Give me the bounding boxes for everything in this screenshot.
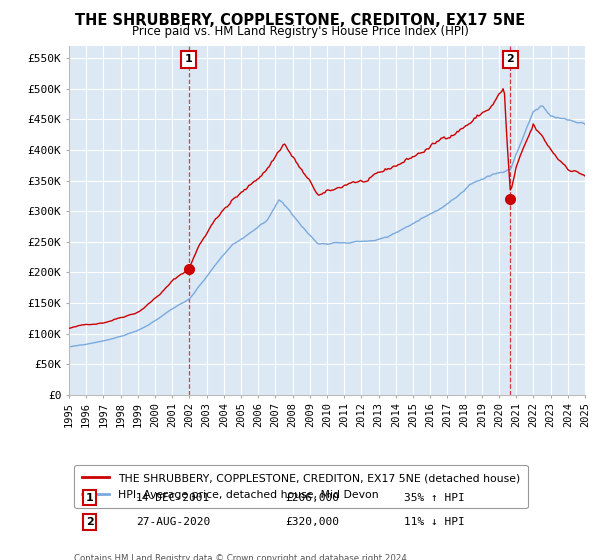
Text: Price paid vs. HM Land Registry's House Price Index (HPI): Price paid vs. HM Land Registry's House … [131, 25, 469, 38]
Text: THE SHRUBBERY, COPPLESTONE, CREDITON, EX17 5NE: THE SHRUBBERY, COPPLESTONE, CREDITON, EX… [75, 13, 525, 28]
Text: 27-AUG-2020: 27-AUG-2020 [136, 517, 211, 527]
Text: £206,000: £206,000 [286, 493, 340, 503]
Text: 2: 2 [506, 54, 514, 64]
Text: 35% ↑ HPI: 35% ↑ HPI [404, 493, 465, 503]
Text: 14-DEC-2001: 14-DEC-2001 [136, 493, 211, 503]
Legend: THE SHRUBBERY, COPPLESTONE, CREDITON, EX17 5NE (detached house), HPI: Average pr: THE SHRUBBERY, COPPLESTONE, CREDITON, EX… [74, 465, 527, 508]
Text: 1: 1 [185, 54, 193, 64]
Text: Contains HM Land Registry data © Crown copyright and database right 2024.
This d: Contains HM Land Registry data © Crown c… [74, 553, 410, 560]
Text: 2: 2 [86, 517, 94, 527]
Text: 11% ↓ HPI: 11% ↓ HPI [404, 517, 465, 527]
Text: 1: 1 [86, 493, 94, 503]
Text: £320,000: £320,000 [286, 517, 340, 527]
